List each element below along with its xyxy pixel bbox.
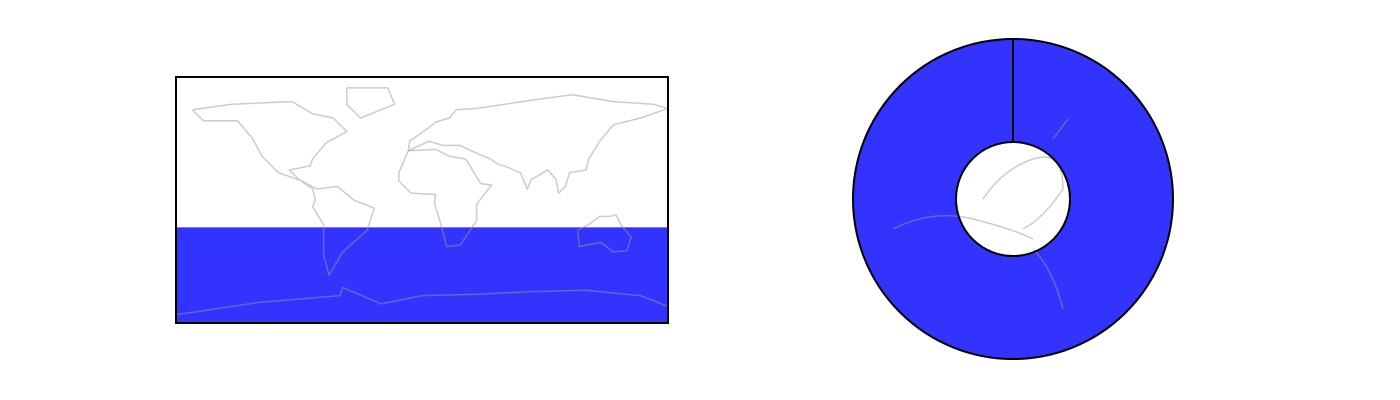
polar-map bbox=[852, 38, 1174, 360]
world-map bbox=[175, 76, 669, 324]
shaded-region bbox=[176, 227, 668, 323]
shaded-region bbox=[853, 39, 1173, 359]
coastline bbox=[175, 286, 669, 316]
coastline bbox=[407, 94, 669, 194]
coastline bbox=[191, 100, 375, 276]
inner-boundary bbox=[955, 141, 1071, 257]
coastline bbox=[398, 148, 493, 248]
coastline bbox=[577, 214, 632, 253]
map-frame bbox=[175, 76, 669, 324]
coastline bbox=[346, 87, 396, 119]
